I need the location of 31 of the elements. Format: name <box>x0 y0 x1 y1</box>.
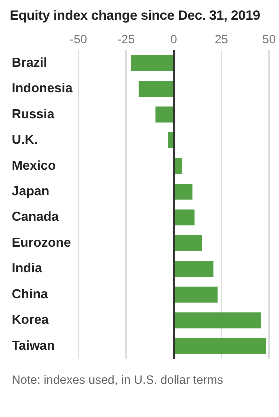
y-tick-label: Japan <box>12 184 50 199</box>
y-tick-label: Mexico <box>12 158 56 173</box>
bar <box>174 235 202 252</box>
y-tick-label: Taiwan <box>12 338 56 353</box>
y-tick-label: Indonesia <box>12 80 74 96</box>
bar <box>138 81 174 97</box>
bar <box>174 286 218 303</box>
y-tick-label: U.K. <box>12 132 38 148</box>
y-tick-label: Russia <box>12 106 56 122</box>
x-tick-label: 0 <box>170 32 178 47</box>
bar <box>174 338 266 354</box>
bar <box>174 210 195 226</box>
x-tick-label: 50 <box>262 32 276 47</box>
x-tick-label: -25 <box>118 32 136 47</box>
x-tick-label: -50 <box>70 32 88 47</box>
x-tick-label: 25 <box>214 32 229 47</box>
y-tick-label: Canada <box>12 209 60 224</box>
bar <box>174 261 214 278</box>
bar <box>174 184 193 200</box>
bar <box>174 158 182 174</box>
text: Note: indexes used, in U.S. dollar terms <box>12 372 224 388</box>
y-tick-label: China <box>12 286 49 302</box>
y-tick-label: India <box>12 260 44 276</box>
bar <box>168 132 174 148</box>
bar <box>174 312 262 329</box>
y-tick-label: Korea <box>12 312 50 328</box>
bar <box>156 106 174 123</box>
chart-title: Equity index change since Dec. 31, 2019 <box>10 8 260 23</box>
y-tick-label: Eurozone <box>12 234 72 250</box>
bar <box>131 55 174 72</box>
y-tick-label: Brazil <box>12 54 48 70</box>
